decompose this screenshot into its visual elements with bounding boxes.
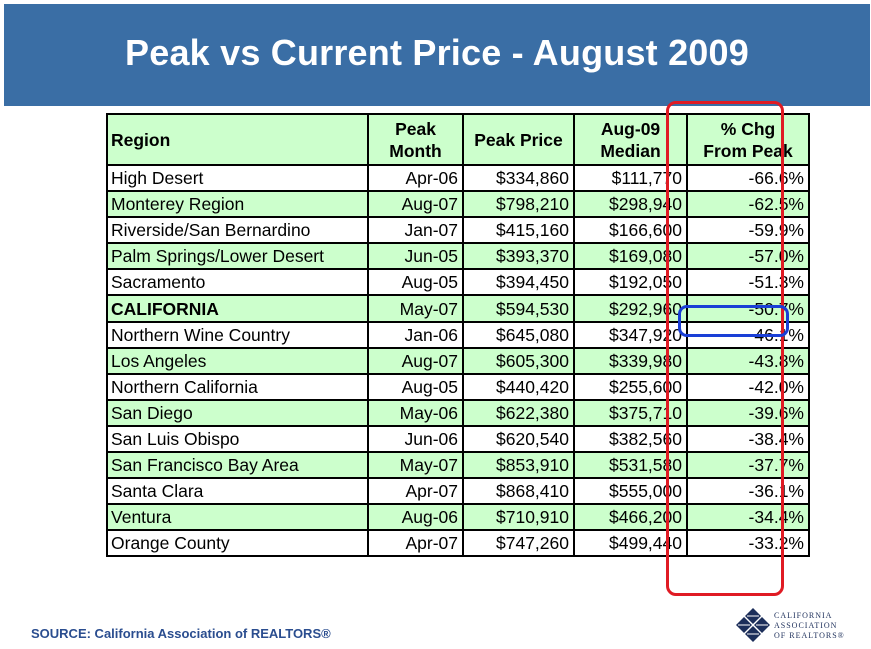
cell-peak-month: Aug-05 bbox=[367, 268, 464, 297]
header-median: Aug-09 Median bbox=[573, 113, 688, 166]
table-row: Palm Springs/Lower Desert Jun-05 $393,370 $… bbox=[106, 242, 810, 271]
cell-region: CALIFORNIA bbox=[106, 294, 369, 323]
logo-text: CALIFORNIA ASSOCIATION OF REALTORS® bbox=[774, 611, 845, 641]
header-peak-month-line2: Month bbox=[389, 140, 442, 161]
logo-line-1: CALIFORNIA bbox=[774, 611, 833, 620]
cell-pct-change: -33.2% bbox=[686, 529, 810, 558]
car-logo-icon bbox=[736, 608, 770, 642]
cell-peak-month: May-06 bbox=[367, 398, 464, 427]
cell-region: Santa Clara bbox=[106, 477, 369, 506]
table-header-row: Region Peak Month Peak Price Aug-09 Median… bbox=[106, 113, 810, 166]
header-median-line1: Aug-09 bbox=[600, 118, 661, 139]
cell-region: Sacramento bbox=[106, 268, 369, 297]
cell-peak-month: Aug-06 bbox=[367, 503, 464, 532]
header-peak-month: Peak Month bbox=[367, 113, 464, 166]
cell-peak-price: $798,210 bbox=[462, 190, 575, 219]
cell-region: Ventura bbox=[106, 503, 369, 532]
cell-peak-price: $605,300 bbox=[462, 346, 575, 375]
cell-peak-price: $645,080 bbox=[462, 320, 575, 349]
header-pct-change: % Chg From Peak bbox=[686, 113, 810, 166]
cell-peak-price: $334,860 bbox=[462, 163, 575, 193]
cell-pct-change: -51.3% bbox=[686, 268, 810, 297]
cell-region: Los Angeles bbox=[106, 346, 369, 375]
cell-pct-change: -57.0% bbox=[686, 242, 810, 271]
table-row: San Francisco Bay Area May-07 $853,910 $531… bbox=[106, 451, 810, 480]
cell-pct-change: -37.7% bbox=[686, 451, 810, 480]
cell-peak-month: Jun-06 bbox=[367, 424, 464, 454]
cell-pct-change: -38.4% bbox=[686, 424, 810, 454]
car-logo: CALIFORNIA ASSOCIATION OF REALTORS® bbox=[736, 603, 860, 649]
cell-peak-price: $394,450 bbox=[462, 268, 575, 297]
table-row: Northern California Aug-05 $440,420 $255,60… bbox=[106, 372, 810, 401]
cell-region: San Diego bbox=[106, 398, 369, 427]
cell-region: Northern California bbox=[106, 372, 369, 401]
cell-pct-change: -43.8% bbox=[686, 346, 810, 375]
cell-region: Orange County bbox=[106, 529, 369, 558]
cell-peak-month: Aug-07 bbox=[367, 190, 464, 219]
cell-pct-change: -59.9% bbox=[686, 216, 810, 245]
cell-region: San Luis Obispo bbox=[106, 424, 369, 454]
pct-change-column-highlight bbox=[666, 101, 784, 596]
table-row: Sacramento Aug-05 $394,450 $192,050 -51.3% bbox=[106, 268, 810, 297]
cell-pct-change: -42.0% bbox=[686, 372, 810, 401]
cell-pct-change: -34.4% bbox=[686, 503, 810, 532]
cell-region: Palm Springs/Lower Desert bbox=[106, 242, 369, 271]
cell-peak-month: Aug-07 bbox=[367, 346, 464, 375]
cell-peak-month: Apr-07 bbox=[367, 529, 464, 558]
cell-peak-price: $853,910 bbox=[462, 451, 575, 480]
cell-region: Monterey Region bbox=[106, 190, 369, 219]
logo-line-2: ASSOCIATION bbox=[774, 621, 838, 630]
cell-peak-price: $594,530 bbox=[462, 294, 575, 323]
cell-pct-change: -36.1% bbox=[686, 477, 810, 506]
title-bar: Peak vs Current Price - August 2009 bbox=[4, 4, 870, 106]
header-region: Region bbox=[106, 113, 369, 166]
cell-peak-price: $620,540 bbox=[462, 424, 575, 454]
header-peak-price: Peak Price bbox=[462, 113, 575, 166]
cell-peak-month: May-07 bbox=[367, 294, 464, 323]
source-note: SOURCE: California Association of REALTO… bbox=[31, 626, 331, 641]
cell-pct-change: -62.5% bbox=[686, 190, 810, 219]
cell-peak-month: Jan-07 bbox=[367, 216, 464, 245]
cell-peak-month: Aug-05 bbox=[367, 372, 464, 401]
cell-pct-change: -50.7% bbox=[686, 294, 810, 323]
cell-peak-price: $415,160 bbox=[462, 216, 575, 245]
cell-peak-month: Jan-06 bbox=[367, 320, 464, 349]
header-peak-month-line1: Peak bbox=[395, 118, 436, 139]
california-change-highlight bbox=[678, 305, 789, 337]
table-row: Northern Wine Country Jan-06 $645,080 $347,… bbox=[106, 320, 810, 349]
cell-peak-price: $393,370 bbox=[462, 242, 575, 271]
header-pct-change-line2: From Peak bbox=[703, 140, 793, 161]
table-row: High Desert Apr-06 $334,860 $111,770 -66.6% bbox=[106, 163, 810, 193]
header-median-line2: Median bbox=[600, 140, 661, 161]
cell-peak-price: $622,380 bbox=[462, 398, 575, 427]
cell-region: Northern Wine Country bbox=[106, 320, 369, 349]
table-row: Ventura Aug-06 $710,910 $466,200 -34.4% bbox=[106, 503, 810, 532]
cell-pct-change: -66.6% bbox=[686, 163, 810, 193]
page-title: Peak vs Current Price - August 2009 bbox=[125, 32, 749, 73]
cell-region: High Desert bbox=[106, 163, 369, 193]
cell-region: Riverside/San Bernardino bbox=[106, 216, 369, 245]
cell-peak-month: Apr-07 bbox=[367, 477, 464, 506]
table-row: San Luis Obispo Jun-06 $620,540 $382,560 -38… bbox=[106, 424, 810, 454]
cell-peak-month: May-07 bbox=[367, 451, 464, 480]
cell-peak-price: $710,910 bbox=[462, 503, 575, 532]
cell-peak-price: $440,420 bbox=[462, 372, 575, 401]
table-row: Los Angeles Aug-07 $605,300 $339,980 -43.8% bbox=[106, 346, 810, 375]
cell-peak-month: Apr-06 bbox=[367, 163, 464, 193]
logo-line-3: OF REALTORS® bbox=[774, 631, 845, 640]
cell-pct-change: -39.6% bbox=[686, 398, 810, 427]
cell-region: San Francisco Bay Area bbox=[106, 451, 369, 480]
header-pct-change-line1: % Chg bbox=[720, 118, 776, 139]
cell-peak-month: Jun-05 bbox=[367, 242, 464, 271]
cell-peak-price: $868,410 bbox=[462, 477, 575, 506]
cell-peak-price: $747,260 bbox=[462, 529, 575, 558]
